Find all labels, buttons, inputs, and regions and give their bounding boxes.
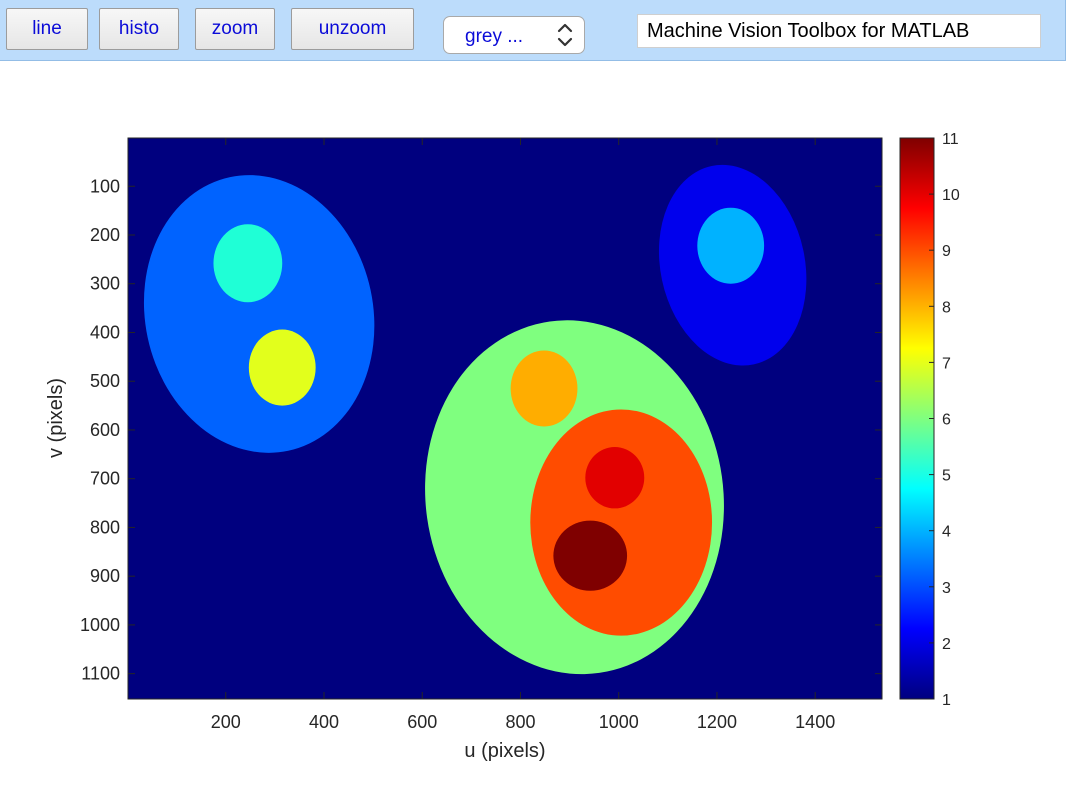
y-tick-label: 400 — [90, 322, 120, 342]
x-tick-label: 800 — [505, 712, 535, 732]
y-tick-label: 900 — [90, 566, 120, 586]
x-tick-label: 1000 — [599, 712, 639, 732]
colorbar-gradient — [899, 137, 935, 700]
up-down-chevron-icon — [557, 23, 573, 47]
x-tick-label: 600 — [407, 712, 437, 732]
region-label-5 — [213, 224, 283, 303]
y-tick-label: 800 — [90, 517, 120, 537]
colorbar-tick-label: 9 — [942, 243, 951, 260]
region-label-3 — [143, 175, 375, 453]
x-axis-ticks: 200 400 600 800 1000 1200 1400 — [211, 138, 835, 732]
y-axis-label: v (pixels) — [45, 378, 67, 458]
x-tick-label: 200 — [211, 712, 241, 732]
region-label-7 — [248, 329, 316, 406]
region-label-10 — [585, 447, 645, 509]
region-label-9 — [530, 409, 713, 636]
y-tick-label: 100 — [90, 176, 120, 196]
colorbar-tick-label: 2 — [942, 636, 951, 653]
colorbar-tick-label: 7 — [942, 355, 951, 372]
y-tick-label: 600 — [90, 420, 120, 440]
x-axis-label: u (pixels) — [464, 740, 545, 762]
colorbar: 1 2 3 4 5 6 7 8 9 10 11 — [899, 131, 960, 709]
y-tick-label: 1100 — [81, 664, 120, 684]
title-field: Machine Vision Toolbox for MATLAB — [637, 14, 1041, 48]
zoom-button[interactable]: zoom — [195, 8, 275, 50]
regions-layer — [143, 164, 807, 675]
region-label-11 — [553, 520, 628, 591]
colorbar-tick-label: 4 — [942, 524, 951, 541]
colorbar-tick-label: 10 — [942, 187, 960, 204]
unzoom-button[interactable]: unzoom — [291, 8, 414, 50]
x-tick-label: 400 — [309, 712, 339, 732]
colorbar-tick-label: 3 — [942, 580, 951, 597]
colorbar-tick-label: 11 — [942, 131, 959, 148]
plot-area[interactable] — [119, 137, 883, 700]
histo-button[interactable]: histo — [99, 8, 179, 50]
colormap-select-value: grey ... — [465, 26, 524, 47]
y-tick-label: 1000 — [80, 615, 120, 635]
colorbar-tick-label: 5 — [942, 468, 951, 485]
image-figure: 200 400 600 800 1000 1200 1400 100 200 300 400 500… — [45, 131, 960, 762]
colorbar-tick-label: 8 — [942, 299, 951, 316]
toolbar: line histo zoom unzoom grey ... Machine … — [0, 0, 1066, 61]
colorbar-tick-label: 6 — [942, 412, 951, 429]
region-label-4 — [697, 207, 765, 284]
region-label-8 — [510, 350, 578, 427]
y-axis-ticks: 100 200 300 400 500 600 700 800 900 1000 1100 — [80, 176, 882, 684]
colormap-select[interactable]: grey ... — [443, 16, 585, 54]
colorbar-ticks: 1 2 3 4 5 6 7 8 9 10 11 — [929, 131, 960, 709]
colorbar-tick-label: 1 — [942, 692, 951, 709]
y-tick-label: 300 — [90, 274, 120, 294]
x-tick-label: 1400 — [795, 712, 835, 732]
y-tick-label: 200 — [90, 225, 120, 245]
y-tick-label: 700 — [90, 469, 120, 489]
line-button[interactable]: line — [6, 8, 88, 50]
x-tick-label: 1200 — [697, 712, 737, 732]
y-tick-label: 500 — [90, 371, 120, 391]
